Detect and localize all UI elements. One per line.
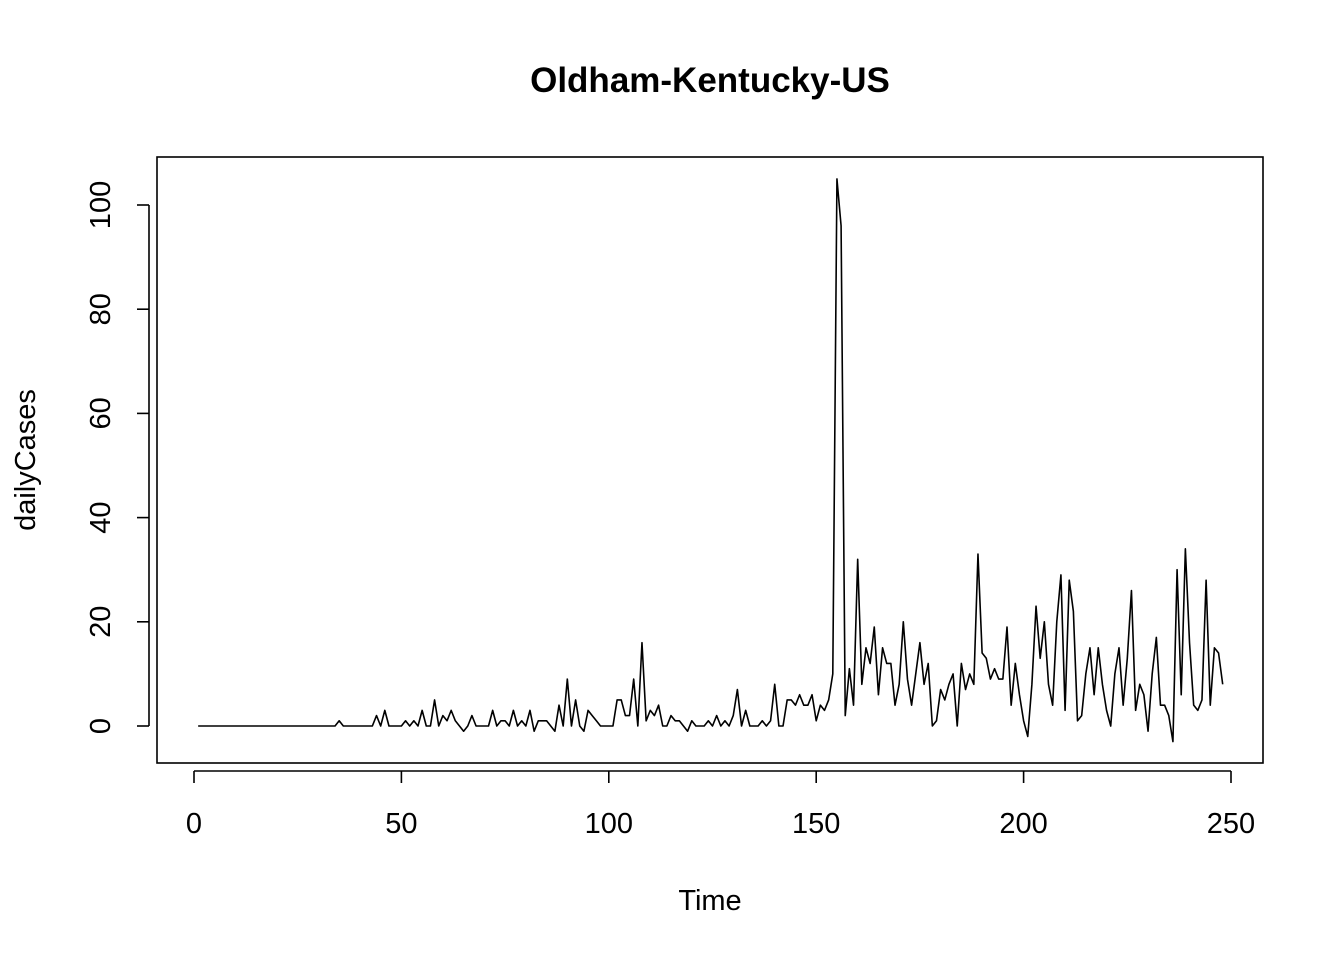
- x-axis-label: Time: [678, 885, 741, 917]
- plot-frame: [156, 156, 1264, 764]
- x-axis: 0 50 100 150 200 250: [186, 770, 1255, 840]
- y-axis-label: dailyCases: [10, 389, 42, 531]
- x-tick-label: 150: [792, 808, 840, 840]
- y-tick-label: 0: [85, 718, 117, 734]
- x-tick-label: 50: [385, 808, 417, 840]
- x-tick-label: 250: [1207, 808, 1255, 840]
- y-axis: 0 20 40 60 80 100: [85, 181, 150, 734]
- y-tick-label: 20: [85, 606, 117, 638]
- series-line-dailycases: [198, 178, 1224, 743]
- chart-title: Oldham-Kentucky-US: [530, 61, 890, 100]
- x-tick-label: 200: [999, 808, 1047, 840]
- y-tick-label: 60: [85, 397, 117, 429]
- x-tick-label: 100: [585, 808, 633, 840]
- x-tick-label: 0: [186, 808, 202, 840]
- y-tick-label: 80: [85, 293, 117, 325]
- y-tick-label: 40: [85, 501, 117, 533]
- y-tick-label: 100: [85, 181, 117, 229]
